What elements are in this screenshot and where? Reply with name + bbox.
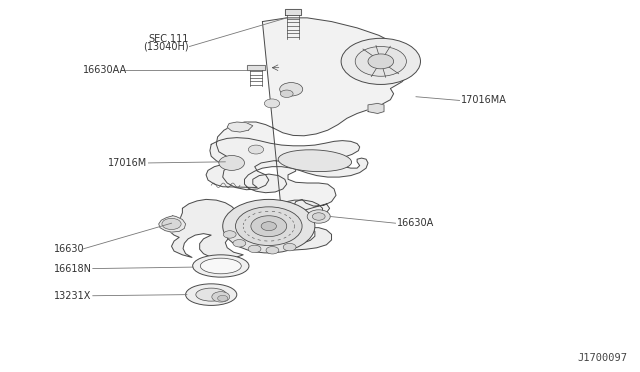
Circle shape xyxy=(236,207,302,246)
Text: 16630A: 16630A xyxy=(397,218,434,228)
Circle shape xyxy=(233,240,246,247)
Polygon shape xyxy=(216,18,413,218)
Text: 17016MA: 17016MA xyxy=(461,96,507,105)
Polygon shape xyxy=(227,122,253,132)
Text: SEC.111: SEC.111 xyxy=(148,34,189,44)
Ellipse shape xyxy=(193,255,249,277)
Circle shape xyxy=(280,90,293,97)
Circle shape xyxy=(264,99,280,108)
Polygon shape xyxy=(247,65,265,70)
Text: 16618N: 16618N xyxy=(54,264,92,273)
Circle shape xyxy=(218,295,228,301)
Text: 16630AA: 16630AA xyxy=(83,65,127,75)
Circle shape xyxy=(280,83,303,96)
Circle shape xyxy=(284,243,296,251)
Circle shape xyxy=(341,38,420,84)
Text: 13231X: 13231X xyxy=(54,291,92,301)
Text: J1700097: J1700097 xyxy=(577,353,627,363)
Circle shape xyxy=(162,218,181,230)
Circle shape xyxy=(266,247,279,254)
Ellipse shape xyxy=(278,150,351,171)
Circle shape xyxy=(307,210,330,223)
Polygon shape xyxy=(170,199,332,259)
Text: 16630: 16630 xyxy=(54,244,85,254)
Circle shape xyxy=(219,155,244,170)
Circle shape xyxy=(355,46,406,76)
Ellipse shape xyxy=(200,258,241,274)
Circle shape xyxy=(312,213,325,220)
Circle shape xyxy=(248,245,261,253)
Ellipse shape xyxy=(196,288,227,301)
Circle shape xyxy=(251,216,287,237)
Circle shape xyxy=(223,199,315,253)
Text: 17016M: 17016M xyxy=(108,158,147,168)
Polygon shape xyxy=(159,216,186,232)
Circle shape xyxy=(261,222,276,231)
Text: (13040H): (13040H) xyxy=(143,41,189,51)
Polygon shape xyxy=(368,103,384,113)
Ellipse shape xyxy=(186,284,237,305)
Polygon shape xyxy=(285,9,301,15)
Circle shape xyxy=(212,292,230,302)
Circle shape xyxy=(223,231,236,238)
Circle shape xyxy=(368,54,394,69)
Polygon shape xyxy=(206,138,368,193)
Circle shape xyxy=(248,145,264,154)
